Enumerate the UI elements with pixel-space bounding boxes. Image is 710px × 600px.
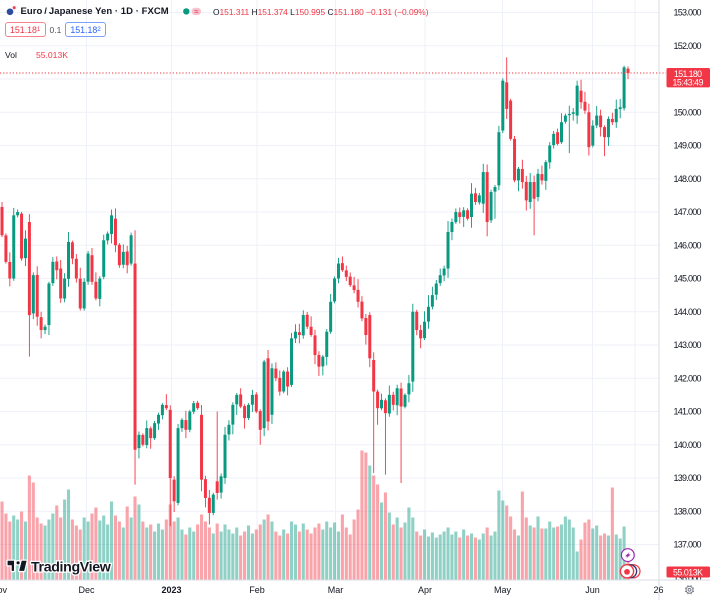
svg-text:150.000: 150.000 [674, 107, 702, 117]
svg-text:141.000: 141.000 [674, 407, 702, 417]
svg-text:144.000: 144.000 [674, 307, 702, 317]
svg-text:Mar: Mar [328, 585, 344, 595]
svg-text:Jun: Jun [585, 585, 600, 595]
svg-text:148.000: 148.000 [674, 174, 702, 184]
svg-text:≈: ≈ [194, 7, 198, 16]
svg-text:142.000: 142.000 [674, 373, 702, 383]
svg-text:26: 26 [653, 585, 663, 595]
svg-text:Feb: Feb [249, 585, 265, 595]
svg-text:2023: 2023 [161, 585, 181, 595]
svg-text:146.000: 146.000 [674, 240, 702, 250]
svg-text:139.000: 139.000 [674, 473, 702, 483]
svg-text:152.000: 152.000 [674, 41, 702, 51]
svg-text:151.180: 151.180 [674, 69, 702, 79]
svg-text:138.000: 138.000 [674, 506, 702, 516]
svg-text:145.000: 145.000 [674, 274, 702, 284]
svg-text:147.000: 147.000 [674, 207, 702, 217]
svg-text:143.000: 143.000 [674, 340, 702, 350]
svg-text:149.000: 149.000 [674, 141, 702, 151]
svg-text:TradingView: TradingView [31, 560, 112, 576]
svg-text:15:43:49: 15:43:49 [673, 78, 704, 88]
svg-text:153.000: 153.000 [674, 8, 702, 18]
svg-text:Apr: Apr [418, 585, 432, 595]
svg-text:136.000: 136.000 [674, 573, 702, 583]
svg-text:Nov: Nov [0, 585, 7, 595]
svg-text:55.013K: 55.013K [673, 567, 703, 577]
svg-text:137.000: 137.000 [674, 540, 702, 550]
svg-text:140.000: 140.000 [674, 440, 702, 450]
svg-text:Dec: Dec [78, 585, 95, 595]
svg-text:May: May [494, 585, 512, 595]
